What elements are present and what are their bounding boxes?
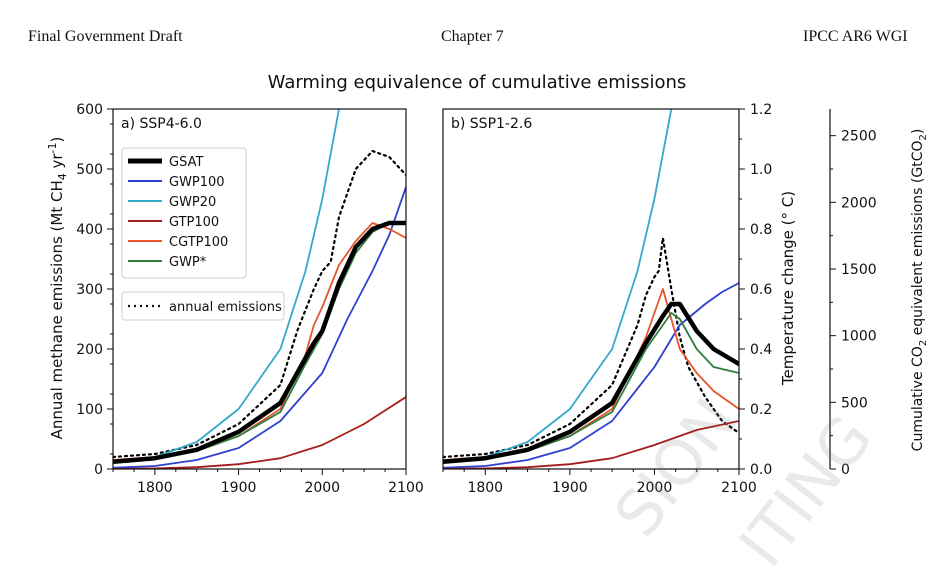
series-line-gtp100 xyxy=(113,396,406,469)
legend-label: GSAT xyxy=(169,155,203,170)
x-tick-label: 2100 xyxy=(388,480,424,496)
header-right: IPCC AR6 WGI xyxy=(803,28,908,45)
series-line-annual-emissions xyxy=(113,149,406,459)
legend-label: GWP* xyxy=(169,255,207,270)
temp-tick-label: 0.4 xyxy=(750,342,772,358)
y-label-left-part-2: yr xyxy=(48,153,66,174)
series-line-gwp20 xyxy=(113,109,340,464)
y-axis-label-cumulative: Cumulative CO2 equivalent emissions (GtC… xyxy=(910,129,929,452)
y-label-left-sup: -1 xyxy=(46,142,59,153)
series-line-gsat xyxy=(113,220,406,465)
x-tick-label: 1900 xyxy=(552,480,588,496)
chart-title: Warming equivalence of cumulative emissi… xyxy=(268,72,687,93)
panel-label: a) SSP4-6.0 xyxy=(121,116,202,132)
y-axis-label-temperature: Temperature change (° C) xyxy=(779,191,797,386)
y-tick-label: 600 xyxy=(76,102,103,118)
y-label-left-part-3: ) xyxy=(48,137,66,143)
temp-tick-label: 1.2 xyxy=(750,102,772,118)
y-axis-label-left: Annual methane emissions (Mt CH4 yr-1) xyxy=(46,137,69,440)
series-line-gwp20 xyxy=(443,109,673,464)
y-label-left-part-1: Annual methane emissions (Mt CH xyxy=(48,180,66,439)
panel-frame xyxy=(112,108,407,470)
y-tick-label: 300 xyxy=(76,282,103,298)
legend-label: GTP100 xyxy=(169,215,219,230)
y-label-cum-sub-1: 2 xyxy=(918,340,929,346)
legend-label: GWP100 xyxy=(169,175,225,190)
x-tick-label: 2000 xyxy=(637,480,673,496)
cum-tick-label: 500 xyxy=(841,395,868,411)
temp-tick-label: 0.6 xyxy=(750,282,772,298)
temp-tick-label: 0.2 xyxy=(750,402,772,418)
x-tick-label: 1800 xyxy=(137,480,173,496)
panel-label: b) SSP1-2.6 xyxy=(451,116,532,132)
legend: GSAT GWP100 GWP20 GTP100 CGTP100 GWP* annual e… xyxy=(121,147,285,321)
x-tick-label: 1900 xyxy=(221,480,257,496)
chart-svg: Warming equivalence of cumulative emissi… xyxy=(46,72,929,496)
x-tick-label: 1800 xyxy=(467,480,503,496)
series-line-gwp100 xyxy=(113,186,406,469)
y-tick-label: 500 xyxy=(76,162,103,178)
series-line-annual-emissions xyxy=(443,236,739,459)
cum-tick-label: 0 xyxy=(841,462,850,478)
cum-tick-label: 1500 xyxy=(841,262,877,278)
y-label-cum-part-3: ) xyxy=(910,129,926,134)
temp-tick-label: 0.0 xyxy=(750,462,772,478)
cumulative-axis: 0 500 1000 1500 2000 2500 xyxy=(829,109,877,478)
cum-tick-label: 2500 xyxy=(841,129,877,145)
series-group xyxy=(443,109,739,469)
series-group xyxy=(113,109,406,469)
y-label-cum-sub-2: 2 xyxy=(918,134,929,140)
series-line-gtp100 xyxy=(443,420,739,469)
series-line-gwp100 xyxy=(443,282,739,469)
x-tick-label: 2100 xyxy=(721,480,757,496)
panel-a: 1800 1900 2000 2100 0 100 200 300 400 500 600 a) SS… xyxy=(76,102,424,496)
temperature-axis: 0.0 0.2 0.4 0.6 0.8 1.0 1.2 xyxy=(739,102,772,478)
x-tick-label: 2000 xyxy=(304,480,340,496)
temp-tick-label: 0.8 xyxy=(750,222,772,238)
legend-label: annual emissions xyxy=(169,300,282,315)
y-label-cum-part-2: equivalent emissions (GtCO xyxy=(910,141,926,340)
legend-label: GWP20 xyxy=(169,195,216,210)
series-line-gsat xyxy=(443,301,739,465)
temp-tick-label: 1.0 xyxy=(750,162,772,178)
cum-tick-label: 1000 xyxy=(841,329,877,345)
y-tick-label: 400 xyxy=(76,222,103,238)
y-label-left-sub: 4 xyxy=(56,173,69,180)
legend-label: CGTP100 xyxy=(169,235,228,250)
y-tick-label: 100 xyxy=(76,402,103,418)
legend-box-annual xyxy=(121,291,285,321)
y-tick-label: 200 xyxy=(76,342,103,358)
header-center: Chapter 7 xyxy=(441,28,504,45)
y-tick-label: 0 xyxy=(94,462,103,478)
header-left: Final Government Draft xyxy=(28,28,183,45)
cum-tick-label: 2000 xyxy=(841,195,877,211)
y-label-cum-part-1: Cumulative CO xyxy=(910,346,926,451)
